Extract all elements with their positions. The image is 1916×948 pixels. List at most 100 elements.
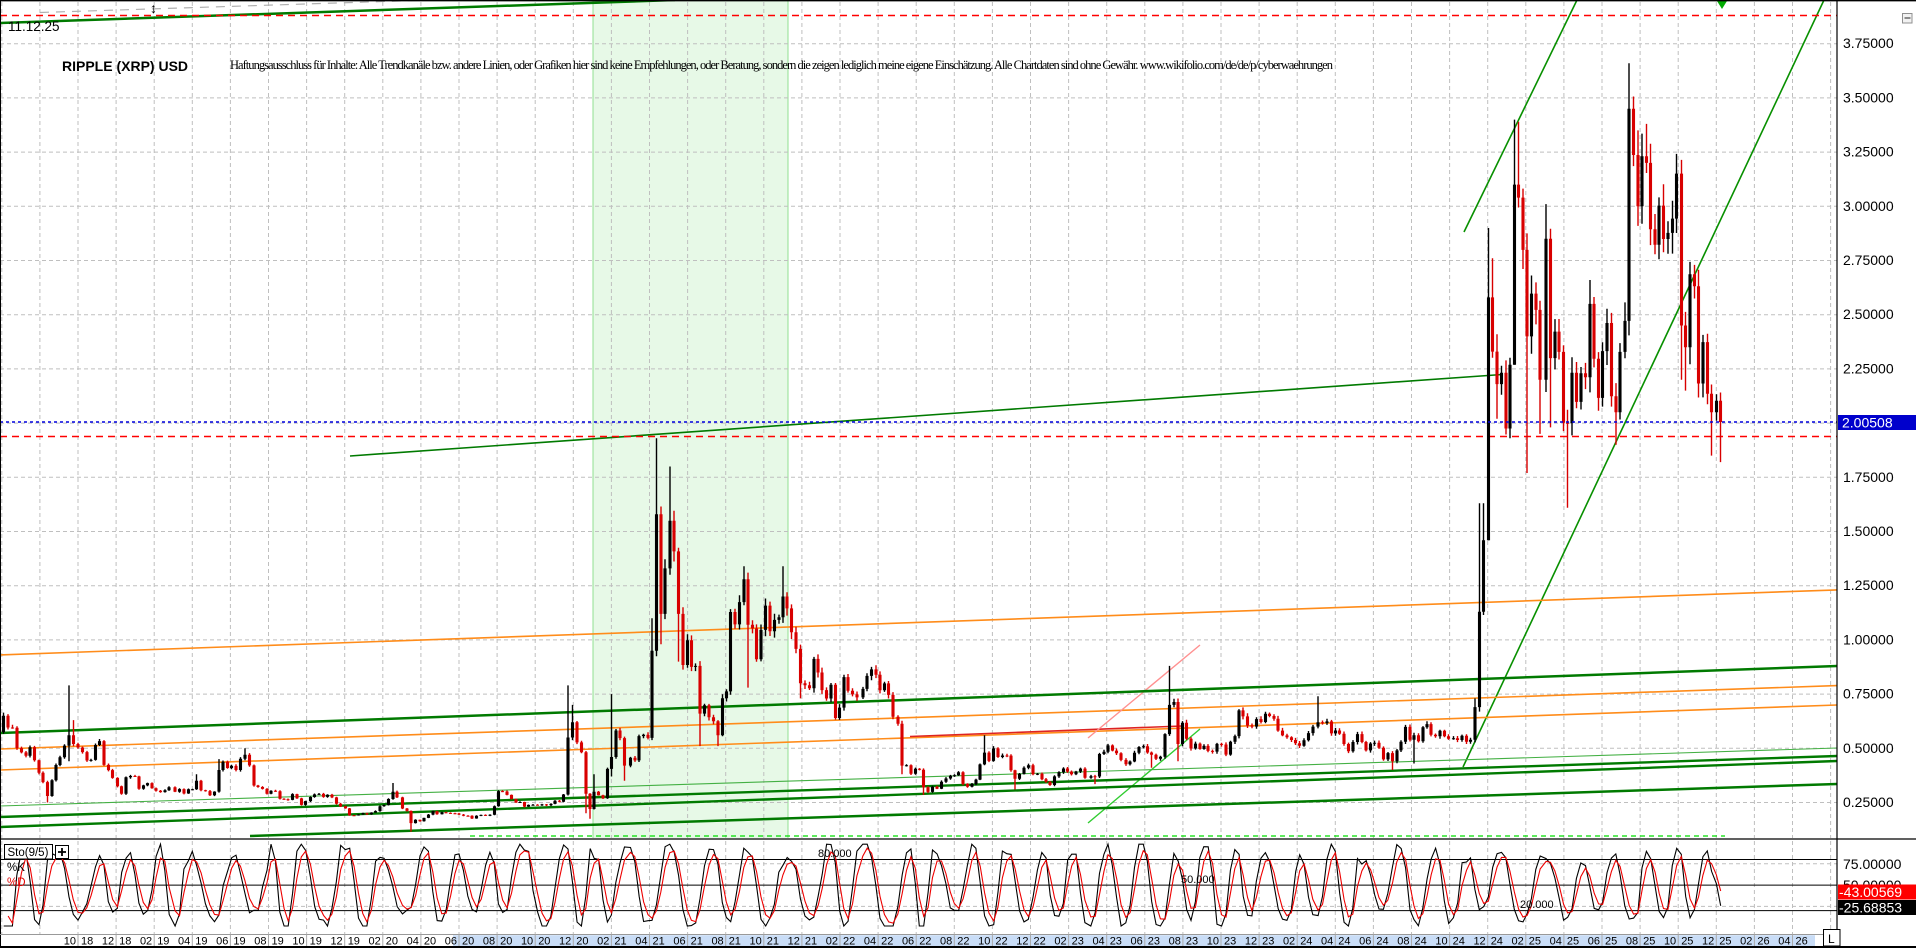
svg-text:25: 25 <box>1719 936 1731 948</box>
svg-text:19: 19 <box>157 936 169 948</box>
svg-text:10: 10 <box>1664 936 1676 948</box>
svg-text:02: 02 <box>140 936 152 948</box>
svg-text:12: 12 <box>102 936 114 948</box>
svg-text:1.00000: 1.00000 <box>1843 631 1894 647</box>
svg-text:19: 19 <box>195 936 207 948</box>
svg-text:10: 10 <box>750 936 762 948</box>
svg-text:22: 22 <box>919 936 931 948</box>
svg-text:08: 08 <box>254 936 266 948</box>
svg-text:10: 10 <box>64 936 76 948</box>
svg-text:06: 06 <box>1359 936 1371 948</box>
svg-text:02: 02 <box>1283 936 1295 948</box>
svg-text:22: 22 <box>843 936 855 948</box>
svg-text:04: 04 <box>635 936 647 948</box>
svg-text:19: 19 <box>310 936 322 948</box>
svg-text:22: 22 <box>881 936 893 948</box>
svg-text:Haftungsausschluss für Inhalte: Haftungsausschluss für Inhalte: Alle Tre… <box>230 58 1334 72</box>
svg-text:02: 02 <box>1740 936 1752 948</box>
svg-text:12: 12 <box>559 936 571 948</box>
svg-text:08: 08 <box>940 936 952 948</box>
svg-text:25: 25 <box>1681 936 1693 948</box>
svg-text:24: 24 <box>1415 936 1427 948</box>
svg-text:19: 19 <box>272 936 284 948</box>
svg-text:22: 22 <box>995 936 1007 948</box>
svg-text:20.000: 20.000 <box>1520 899 1554 911</box>
svg-text:06: 06 <box>1588 936 1600 948</box>
svg-text:10: 10 <box>1435 936 1447 948</box>
svg-text:3.25000: 3.25000 <box>1843 144 1894 160</box>
svg-text:04: 04 <box>178 936 190 948</box>
svg-text:3.75000: 3.75000 <box>1843 35 1894 51</box>
svg-text:02: 02 <box>1054 936 1066 948</box>
svg-text:%D: %D <box>7 877 26 889</box>
svg-text:22: 22 <box>957 936 969 948</box>
svg-text:-43.00569: -43.00569 <box>1839 884 1902 900</box>
svg-text:04: 04 <box>1778 936 1790 948</box>
svg-text:2.00508: 2.00508 <box>1842 415 1893 431</box>
svg-text:23: 23 <box>1110 936 1122 948</box>
svg-text:24: 24 <box>1453 936 1465 948</box>
svg-text:10: 10 <box>292 936 304 948</box>
svg-text:12: 12 <box>1016 936 1028 948</box>
svg-text:20: 20 <box>500 936 512 948</box>
svg-text:21: 21 <box>614 936 626 948</box>
svg-text:12: 12 <box>1702 936 1714 948</box>
svg-text:24: 24 <box>1300 936 1312 948</box>
svg-text:24: 24 <box>1491 936 1503 948</box>
svg-text:23: 23 <box>1186 936 1198 948</box>
svg-text:21: 21 <box>691 936 703 948</box>
svg-text:21: 21 <box>729 936 741 948</box>
svg-text:1.75000: 1.75000 <box>1843 469 1894 485</box>
svg-text:0.50000: 0.50000 <box>1843 740 1894 756</box>
svg-text:06: 06 <box>902 936 914 948</box>
svg-text:12: 12 <box>330 936 342 948</box>
svg-text:12: 12 <box>788 936 800 948</box>
svg-text:2.75000: 2.75000 <box>1843 252 1894 268</box>
svg-text:08: 08 <box>1397 936 1409 948</box>
svg-text:20: 20 <box>462 936 474 948</box>
svg-text:%K: %K <box>7 862 25 874</box>
svg-text:21: 21 <box>805 936 817 948</box>
svg-text:80.000: 80.000 <box>818 848 852 860</box>
svg-text:20: 20 <box>576 936 588 948</box>
svg-text:3.00000: 3.00000 <box>1843 198 1894 214</box>
svg-text:21: 21 <box>767 936 779 948</box>
svg-text:19: 19 <box>348 936 360 948</box>
svg-text:-25.68853: -25.68853 <box>1839 900 1902 916</box>
svg-text:0.75000: 0.75000 <box>1843 686 1894 702</box>
svg-text:06: 06 <box>1131 936 1143 948</box>
svg-text:23: 23 <box>1224 936 1236 948</box>
svg-text:06: 06 <box>216 936 228 948</box>
svg-text:25: 25 <box>1567 936 1579 948</box>
svg-text:02: 02 <box>826 936 838 948</box>
svg-text:19: 19 <box>233 936 245 948</box>
svg-text:50.000: 50.000 <box>1181 874 1215 886</box>
svg-text:08: 08 <box>1169 936 1181 948</box>
svg-text:04: 04 <box>407 936 419 948</box>
svg-text:24: 24 <box>1338 936 1350 948</box>
svg-text:02: 02 <box>369 936 381 948</box>
svg-text:26: 26 <box>1757 936 1769 948</box>
svg-text:21: 21 <box>653 936 665 948</box>
svg-text:12: 12 <box>1473 936 1485 948</box>
svg-text:0.25000: 0.25000 <box>1843 794 1894 810</box>
svg-text:04: 04 <box>1550 936 1562 948</box>
svg-text:RIPPLE (XRP) USD: RIPPLE (XRP) USD <box>62 58 188 74</box>
svg-text:20: 20 <box>386 936 398 948</box>
svg-text:24: 24 <box>1376 936 1388 948</box>
svg-text:↕: ↕ <box>150 0 157 16</box>
svg-text:02: 02 <box>597 936 609 948</box>
svg-text:25: 25 <box>1605 936 1617 948</box>
svg-text:18: 18 <box>81 936 93 948</box>
svg-text:Sto(9/5): Sto(9/5) <box>8 847 49 859</box>
svg-text:1.25000: 1.25000 <box>1843 577 1894 593</box>
svg-text:23: 23 <box>1148 936 1160 948</box>
svg-text:04: 04 <box>864 936 876 948</box>
svg-text:02: 02 <box>1512 936 1524 948</box>
svg-text:23: 23 <box>1262 936 1274 948</box>
svg-text:12: 12 <box>1245 936 1257 948</box>
svg-text:04: 04 <box>1092 936 1104 948</box>
svg-text:10: 10 <box>1207 936 1219 948</box>
svg-text:26: 26 <box>1796 936 1808 948</box>
svg-text:25: 25 <box>1643 936 1655 948</box>
